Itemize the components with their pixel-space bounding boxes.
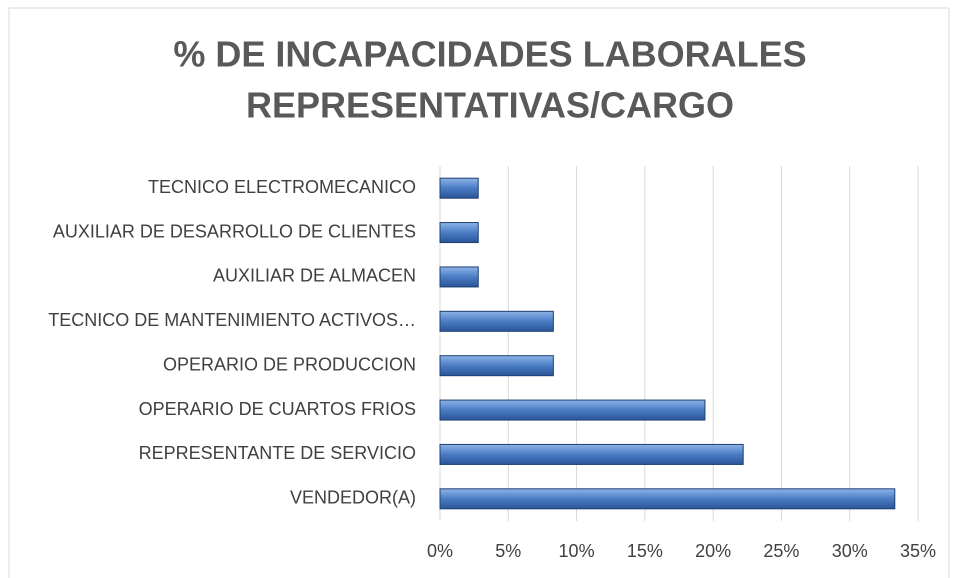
bar bbox=[439, 488, 896, 510]
y-tick-label: TECNICO DE MANTENIMIENTO ACTIVOS… bbox=[48, 310, 416, 330]
bar bbox=[439, 310, 554, 332]
bar bbox=[439, 177, 479, 199]
y-tick-label: AUXILIAR DE DESARROLLO DE CLIENTES bbox=[53, 221, 416, 241]
chart-title: % DE INCAPACIDADES LABORALES bbox=[173, 34, 806, 75]
bar bbox=[439, 399, 706, 421]
x-tick-label: 5% bbox=[495, 541, 521, 561]
x-tick-label: 20% bbox=[695, 541, 731, 561]
x-tick-label: 10% bbox=[559, 541, 595, 561]
y-tick-label: VENDEDOR(A) bbox=[290, 488, 416, 508]
bar bbox=[439, 355, 554, 377]
y-tick-label: REPRESENTANTE DE SERVICIO bbox=[139, 443, 416, 463]
y-tick-label: TECNICO ELECTROMECANICO bbox=[148, 177, 416, 197]
bar bbox=[439, 222, 479, 244]
y-tick-label: AUXILIAR DE ALMACEN bbox=[213, 266, 416, 286]
bar bbox=[439, 266, 479, 288]
bar bbox=[439, 443, 744, 465]
y-tick-label: OPERARIO DE PRODUCCION bbox=[163, 354, 416, 374]
x-tick-label: 0% bbox=[427, 541, 453, 561]
x-tick-label: 25% bbox=[763, 541, 799, 561]
chart-border bbox=[8, 7, 950, 578]
x-tick-label: 30% bbox=[832, 541, 868, 561]
x-tick-label: 15% bbox=[627, 541, 663, 561]
x-tick-label: 35% bbox=[900, 541, 936, 561]
chart-title: REPRESENTATIVAS/CARGO bbox=[246, 85, 734, 126]
y-tick-label: OPERARIO DE CUARTOS FRIOS bbox=[139, 399, 416, 419]
